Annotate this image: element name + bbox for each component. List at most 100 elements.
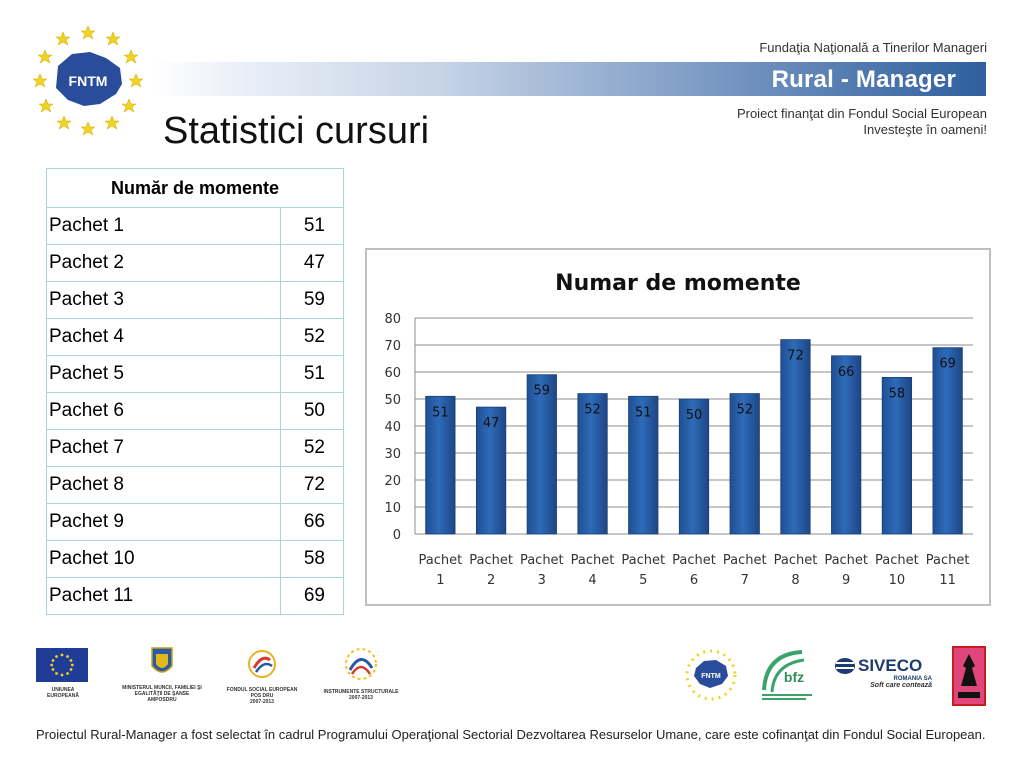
si-caption-1: INSTRUMENTE STRUCTURALE [323,689,399,695]
table-row: Pachet 3 59 [46,281,344,319]
row-value: 47 [280,244,344,282]
table-body: Pachet 1 51 Pachet 2 47 Pachet 3 59 Pachet 4 52… [46,207,344,615]
eu-flag-icon [36,648,88,682]
svg-text:bfz: bfz [784,669,804,685]
data-label: 52 [736,403,753,418]
row-label: Pachet 3 [46,281,281,319]
bar [628,395,659,535]
coat-of-arms-icon [151,647,173,673]
ministry-caption-1: MINISTERUL MUNCII, FAMILIEI ŞI [122,685,202,691]
row-value: 59 [280,281,344,319]
y-tick-label: 20 [384,474,401,489]
x-tick-label: 9 [842,573,850,588]
structural-instruments-logo: INSTRUMENTE STRUCTURALE 2007-2013 [322,644,400,701]
table-row: Pachet 5 51 [46,355,344,393]
table-row: Pachet 9 66 [46,503,344,541]
row-label: Pachet 2 [46,244,281,282]
row-label: Pachet 7 [46,429,281,467]
data-label: 51 [432,405,449,420]
svg-text:FNTM: FNTM [69,73,108,89]
y-tick-label: 10 [384,501,401,516]
bar [678,398,710,535]
data-label: 66 [838,365,855,380]
bar-chart: Numar de momente0102030405060708051Pache… [384,271,973,588]
bar [780,339,811,535]
partner-emblem-logo [952,646,986,706]
x-tick-label: Pachet [621,553,665,568]
eu-caption: UNIUNEA EUROPEANĂ [47,687,79,699]
footer-note: Proiectul Rural-Manager a fost selectat … [36,727,986,742]
brand-name: Rural - Manager [771,66,956,93]
siveco-logo: SIVECO ROMANIA SA Soft care contează [834,656,938,689]
fse-emblem-icon [248,650,276,678]
chart-frame: Numar de momente 0 10 20 30 40 50 60 70 80 51 Pache… [365,248,991,606]
bfz-logo: bfz [762,650,812,700]
bar [831,355,862,535]
bar [729,393,760,535]
foundation-name: Fundaţia Naţională a Tinerilor Manageri [759,40,987,55]
page-title: Statistici cursuri [163,110,430,152]
row-label: Pachet 10 [46,540,281,578]
x-tick-label: Pachet [875,553,919,568]
svg-text:FNTM: FNTM [701,673,721,680]
table-row: Pachet 7 52 [46,429,344,467]
siveco-name: SIVECO [858,656,923,675]
data-label: 59 [534,384,551,399]
x-tick-label: 7 [741,573,749,588]
x-tick-label: 1 [436,573,444,588]
fse-caption-1: FONDUL SOCIAL EUROPEAN [226,687,298,693]
row-value: 51 [280,207,344,245]
table-row: Pachet 4 52 [46,318,344,356]
row-value: 52 [280,429,344,467]
x-tick-label: Pachet [469,553,513,568]
bar [425,395,456,535]
row-label: Pachet 11 [46,577,281,615]
fse-caption-2: POS DRU [250,693,274,699]
header-banner [150,62,986,96]
y-tick-label: 30 [384,447,401,462]
y-tick-label: 70 [384,339,401,354]
data-label: 72 [787,349,804,364]
data-label: 51 [635,405,652,420]
structural-instruments-icon [345,648,377,680]
x-tick-label: 2 [487,573,495,588]
table-row: Pachet 8 72 [46,466,344,504]
ministry-caption-3: AMPOSDRU [147,697,177,703]
table-row: Pachet 1 51 [46,207,344,245]
project-funding-note: Proiect finanţat din Fondul Social Europ… [737,106,987,138]
table-row: Pachet 6 50 [46,392,344,430]
row-label: Pachet 9 [46,503,281,541]
row-value: 66 [280,503,344,541]
table-row: Pachet 2 47 [46,244,344,282]
chart-title: Numar de momente [555,271,801,296]
x-tick-label: 6 [690,573,698,588]
x-tick-label: Pachet [723,553,767,568]
table-row: Pachet 10 58 [46,540,344,578]
fse-caption-3: 2007-2013 [250,699,274,705]
project-line-2: Investeşte în oameni! [863,122,987,137]
row-label: Pachet 6 [46,392,281,430]
table-row: Pachet 11 69 [46,577,344,615]
row-value: 69 [280,577,344,615]
fntm-logo: FNTM [32,25,144,136]
x-tick-label: Pachet [926,553,970,568]
bar [526,374,557,535]
data-label: 52 [584,403,601,418]
siveco-mark-icon [835,658,855,674]
x-tick-label: Pachet [520,553,564,568]
row-label: Pachet 1 [46,207,281,245]
table-header: Număr de momente [46,168,344,208]
data-label: 69 [939,357,956,372]
x-tick-label: Pachet [672,553,716,568]
table-header-row: Număr de momente [46,168,344,208]
row-value: 51 [280,355,344,393]
x-tick-label: 3 [538,573,546,588]
data-label: 50 [686,408,703,423]
row-label: Pachet 5 [46,355,281,393]
x-tick-label: Pachet [824,553,868,568]
x-tick-label: Pachet [419,553,463,568]
x-tick-label: 11 [939,573,956,588]
bar [932,347,963,535]
row-value: 72 [280,466,344,504]
y-tick-label: 60 [384,366,401,381]
